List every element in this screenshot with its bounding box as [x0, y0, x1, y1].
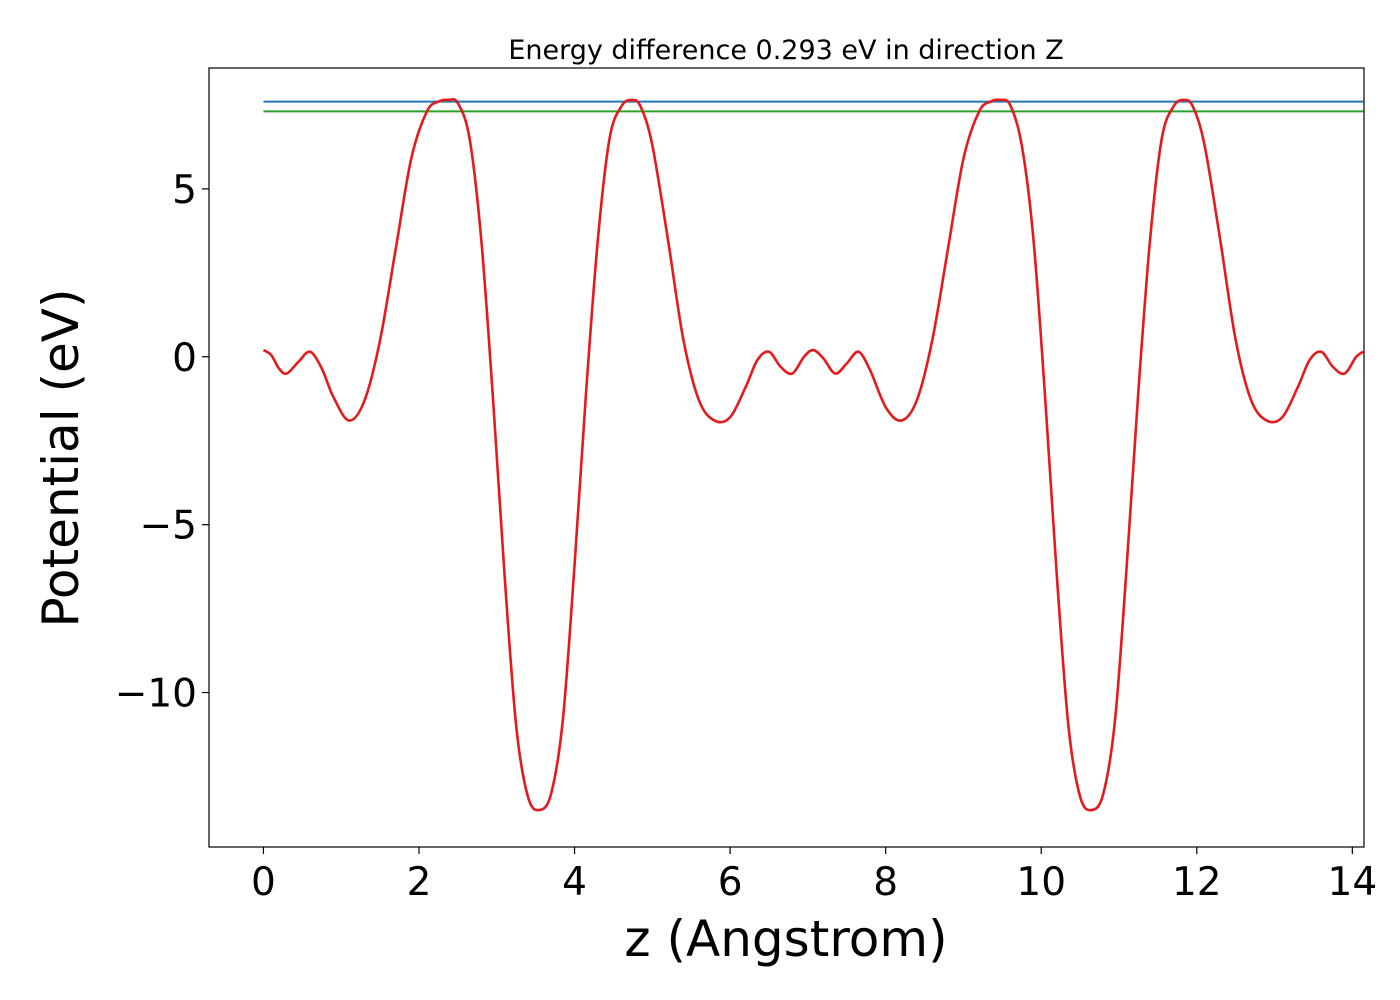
x-tick-label: 4 — [562, 860, 587, 905]
y-tick-label: −5 — [140, 504, 198, 549]
x-tick-label: 0 — [251, 860, 276, 905]
x-axis-ticks: 0 2 4 6 8 10 12 14 — [251, 847, 1377, 905]
plot-frame — [208, 67, 1365, 848]
y-tick-label: 0 — [172, 336, 197, 381]
series-layer — [262, 97, 1364, 812]
potential-curve — [262, 97, 1364, 812]
y-tick-label: −10 — [115, 672, 197, 717]
chart-title: Energy difference 0.293 eV in direction … — [508, 35, 1063, 66]
y-axis-label: Potential (eV) — [32, 289, 90, 628]
x-tick-label: 8 — [873, 860, 898, 905]
y-tick-label: 5 — [172, 168, 197, 213]
x-tick-label: 2 — [407, 860, 432, 905]
x-tick-label: 14 — [1328, 860, 1378, 905]
y-axis-ticks: 5 0 −5 −10 — [115, 168, 209, 717]
x-tick-label: 10 — [1016, 860, 1066, 905]
x-tick-label: 12 — [1172, 860, 1222, 905]
x-tick-label: 6 — [718, 860, 743, 905]
x-axis-label: z (Angstrom) — [624, 910, 947, 968]
